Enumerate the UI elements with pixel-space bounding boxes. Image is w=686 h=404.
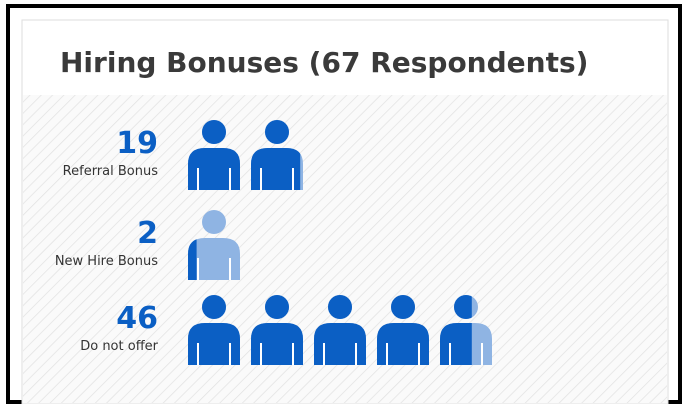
icon-head — [202, 120, 226, 144]
icon-filled — [314, 295, 366, 365]
category-label: New Hire Bonus — [55, 254, 158, 269]
icon-filled — [251, 120, 301, 190]
icon-body — [314, 323, 366, 365]
icon-body — [188, 148, 240, 190]
icon-head — [202, 210, 226, 234]
icon-filled — [188, 239, 197, 280]
icon-head — [328, 295, 352, 319]
icon-body — [377, 323, 429, 365]
icon-body — [440, 323, 472, 365]
icon-empty — [188, 210, 240, 280]
icon-filled — [188, 295, 240, 365]
icon-body — [188, 238, 240, 280]
icon-body — [251, 148, 301, 190]
icon-filled — [440, 295, 472, 365]
chart-title: Hiring Bonuses (67 Respondents) — [60, 46, 588, 79]
icon-filled — [377, 295, 429, 365]
icon-head — [202, 295, 226, 319]
icon-filled — [188, 120, 240, 190]
icon-head — [454, 295, 472, 319]
icon-head — [265, 120, 289, 144]
value-label: 46 — [116, 301, 158, 336]
icon-head — [391, 295, 415, 319]
category-label: Do not offer — [80, 339, 158, 354]
icon-body — [188, 323, 240, 365]
icon-body — [251, 323, 303, 365]
category-label: Referral Bonus — [63, 164, 159, 179]
value-label: 2 — [137, 216, 158, 251]
icon-head — [265, 295, 289, 319]
value-label: 19 — [116, 126, 158, 161]
icon-body — [188, 239, 197, 280]
icon-filled — [251, 295, 303, 365]
